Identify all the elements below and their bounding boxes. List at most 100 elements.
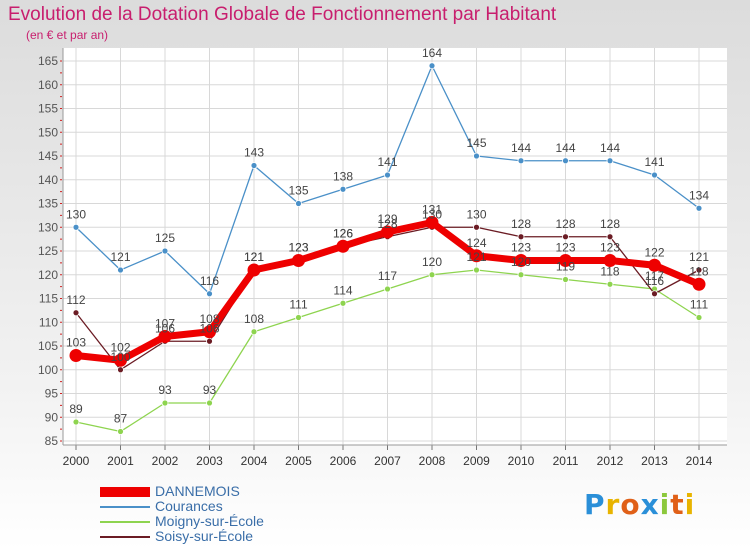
y-tick-label: 100	[38, 363, 58, 377]
data-label-dannemois: 123	[288, 241, 308, 255]
data-label-dannemois: 129	[377, 212, 397, 226]
data-point-courances	[517, 157, 525, 165]
data-label-moigny-sur-cole: 108	[244, 312, 264, 326]
data-label-dannemois: 118	[689, 264, 708, 278]
data-label-courances: 144	[555, 141, 575, 155]
data-point-courances	[250, 162, 258, 169]
x-tick-label: 2001	[107, 454, 134, 468]
data-label-dannemois: 124	[466, 236, 486, 250]
data-label-dannemois: 103	[66, 336, 86, 350]
data-point-courances	[72, 223, 80, 231]
y-tick-label: 115	[39, 292, 58, 306]
data-point-courances	[562, 157, 569, 165]
chart-title: Evolution de la Dotation Globale de Fonc…	[8, 4, 557, 25]
data-point-courances	[651, 171, 658, 179]
data-label-dannemois: 108	[199, 312, 219, 326]
y-tick-label: 130	[38, 220, 58, 234]
legend-label-courances: Courances	[155, 498, 223, 514]
y-tick-label: 165	[38, 54, 58, 68]
data-label-soisy-sur-cole: 130	[422, 207, 442, 221]
y-tick-label: 95	[45, 387, 59, 401]
data-label-soisy-sur-cole: 128	[511, 217, 531, 231]
data-point-dannemois	[292, 254, 305, 267]
data-label-dannemois: 121	[244, 250, 264, 264]
y-tick-label: 120	[38, 268, 58, 282]
data-point-moigny-sur-cole	[339, 299, 347, 307]
data-point-moigny-sur-cole	[161, 399, 169, 407]
x-tick-label: 2009	[463, 454, 490, 468]
data-label-courances: 141	[377, 155, 397, 169]
x-tick-label: 2004	[241, 454, 268, 468]
y-tick-label: 90	[45, 410, 59, 424]
data-point-moigny-sur-cole	[250, 328, 258, 336]
data-point-courances	[384, 171, 391, 179]
x-tick-label: 2014	[686, 454, 713, 468]
data-point-soisy-sur-cole	[473, 223, 480, 231]
data-label-soisy-sur-cole: 116	[645, 274, 664, 288]
data-label-courances: 141	[644, 155, 664, 169]
data-point-moigny-sur-cole	[206, 399, 213, 407]
data-point-courances	[295, 200, 302, 207]
data-point-moigny-sur-cole	[428, 271, 436, 279]
data-label-dannemois: 126	[333, 226, 353, 240]
data-label-soisy-sur-cole: 128	[377, 217, 397, 231]
data-label-moigny-sur-cole: 118	[600, 264, 619, 278]
data-point-dannemois	[247, 263, 261, 277]
y-tick-label: 85	[45, 434, 59, 448]
y-tick-label: 160	[38, 78, 58, 92]
legend-swatch-moigny	[100, 521, 150, 523]
x-tick-label: 2008	[419, 454, 446, 468]
x-tick-label: 2013	[641, 454, 668, 468]
data-label-courances: 121	[110, 250, 130, 264]
data-point-moigny-sur-cole	[695, 314, 703, 321]
data-point-soisy-sur-cole	[517, 233, 525, 241]
data-point-dannemois	[470, 249, 483, 263]
data-label-soisy-sur-cole: 128	[555, 217, 575, 231]
data-point-courances	[695, 204, 703, 212]
data-label-courances: 116	[200, 274, 219, 288]
data-point-moigny-sur-cole	[606, 280, 614, 288]
data-point-moigny-sur-cole	[384, 285, 391, 293]
data-label-moigny-sur-cole: 117	[378, 269, 397, 283]
data-label-moigny-sur-cole: 93	[203, 383, 217, 397]
y-tick-label: 155	[38, 102, 58, 116]
data-label-moigny-sur-cole: 117	[645, 269, 664, 283]
y-tick-label: 145	[38, 149, 58, 163]
legend-label-soisy: Soisy-sur-École	[155, 528, 254, 544]
chart-subtitle: (en € et par an)	[26, 28, 109, 42]
data-label-courances: 164	[422, 46, 442, 60]
data-label-dannemois: 123	[511, 241, 531, 255]
data-label-courances: 125	[155, 231, 175, 245]
data-label-moigny-sur-cole: 93	[158, 383, 172, 397]
data-point-courances	[161, 247, 169, 255]
data-label-dannemois: 123	[555, 241, 575, 255]
data-label-soisy-sur-cole: 121	[689, 250, 709, 264]
data-point-dannemois	[203, 325, 216, 339]
data-point-dannemois	[692, 277, 706, 291]
data-label-moigny-sur-cole: 119	[556, 260, 575, 274]
data-label-soisy-sur-cole: 130	[466, 207, 486, 221]
data-label-dannemois: 123	[600, 241, 620, 255]
x-tick-label: 2007	[374, 454, 401, 468]
legend-label-moigny: Moigny-sur-École	[155, 513, 264, 529]
x-tick-label: 2011	[553, 454, 579, 468]
data-label-moigny-sur-cole: 87	[114, 412, 128, 426]
data-label-moigny-sur-cole: 89	[69, 402, 83, 416]
y-tick-label: 135	[38, 197, 58, 211]
data-point-moigny-sur-cole	[562, 276, 569, 283]
data-point-soisy-sur-cole	[606, 233, 614, 241]
data-point-dannemois	[559, 254, 572, 267]
data-point-dannemois	[114, 353, 127, 367]
data-point-dannemois	[381, 225, 394, 239]
y-tick-label: 125	[38, 244, 58, 258]
y-tick-label: 110	[39, 315, 58, 329]
data-point-courances	[606, 157, 614, 165]
data-label-soisy-sur-cole: 126	[333, 226, 353, 240]
legend-swatch-dannemois	[100, 487, 150, 497]
data-point-dannemois	[158, 330, 172, 343]
y-tick-label: 150	[38, 125, 58, 139]
data-label-courances: 144	[600, 141, 620, 155]
data-label-courances: 135	[288, 184, 308, 198]
